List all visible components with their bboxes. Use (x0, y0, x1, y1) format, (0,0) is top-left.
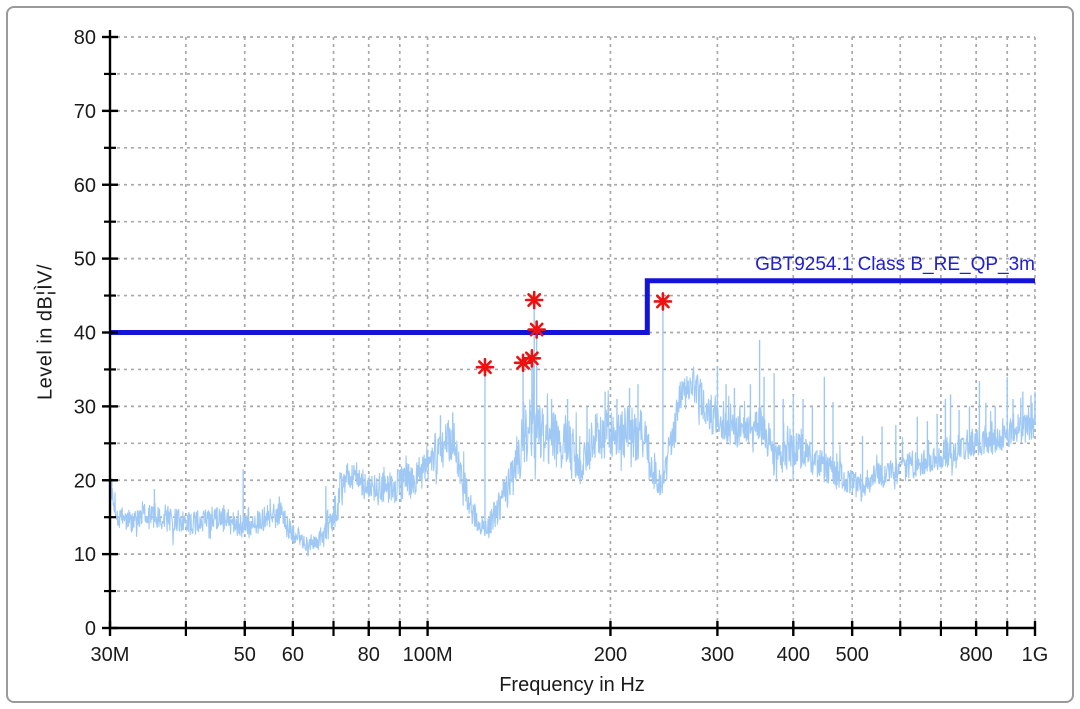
y-tick-label: 10 (74, 544, 96, 566)
peak-marker-asterisk (527, 293, 542, 307)
x-axis-title: Frequency in Hz (499, 674, 645, 696)
y-tick-label: 40 (74, 323, 96, 345)
x-tick-label: 400 (777, 644, 810, 666)
x-tick-label: 80 (358, 644, 380, 666)
limit-line-label: GBT9254.1 Class B_RE_QP_3m (755, 254, 1035, 275)
y-tick-label: 30 (74, 396, 96, 418)
y-axis-title: Level in dB¦ÌV/ (34, 263, 57, 401)
x-tick-label: 60 (282, 644, 304, 666)
peak-markers (475, 290, 673, 377)
y-tick-label: 60 (74, 175, 96, 197)
axes: 0 10 20 30 40 50 60 70 80 30M 50 60 80 100M 200 300 400 5… (74, 27, 1049, 666)
x-tick-label: 200 (594, 644, 627, 666)
chart-panel-border (6, 6, 1074, 703)
x-tick-label: 300 (701, 644, 734, 666)
peak-marker-asterisk (529, 322, 544, 337)
x-tick-label: 30M (91, 644, 130, 666)
y-tick-label: 0 (85, 618, 96, 640)
x-tick-label: 500 (835, 644, 868, 666)
measured-trace (109, 300, 1036, 557)
y-tick-label: 50 (74, 249, 96, 271)
peak-marker-asterisk (478, 360, 492, 375)
x-tick-label: 50 (234, 644, 256, 666)
y-tick-label: 70 (74, 101, 96, 123)
y-tick-label: 80 (74, 27, 96, 49)
peak-marker-asterisk (524, 351, 539, 366)
x-tick-label: 800 (959, 644, 992, 666)
x-tick-label: 1G (1022, 644, 1049, 666)
x-tick-label: 100M (403, 644, 453, 666)
y-tick-label: 20 (74, 470, 96, 492)
peak-marker-asterisk (655, 294, 670, 309)
limit-line (110, 278, 1035, 335)
